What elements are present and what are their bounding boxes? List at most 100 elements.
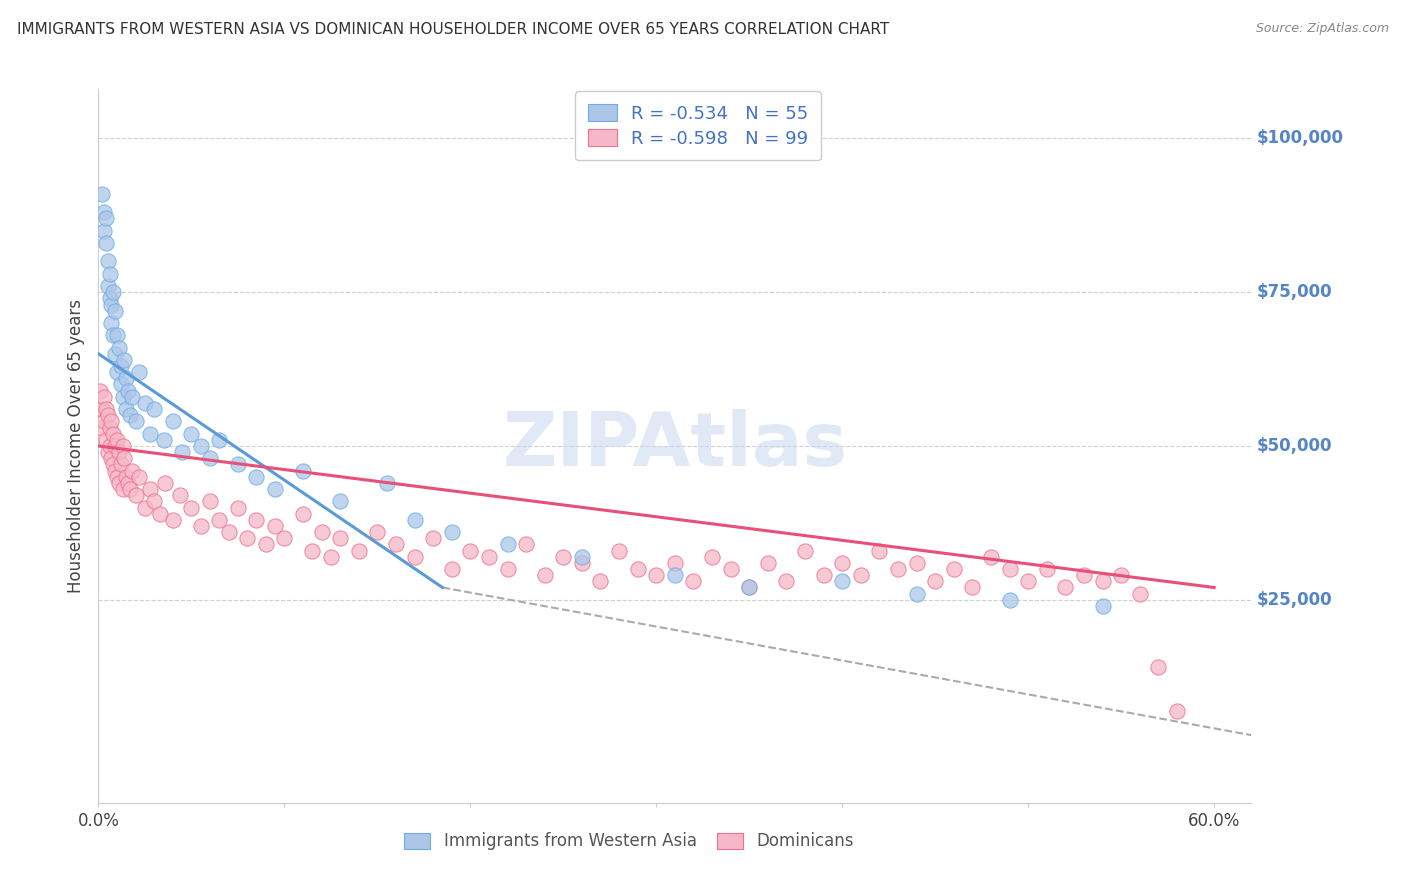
Text: $100,000: $100,000	[1257, 129, 1344, 147]
Point	[962, 581, 984, 595]
Point	[664, 568, 686, 582]
Point	[128, 365, 150, 379]
Point	[100, 316, 122, 330]
Point	[162, 414, 184, 428]
Point	[738, 581, 761, 595]
Point	[245, 469, 267, 483]
Point	[198, 451, 221, 466]
Point	[301, 543, 323, 558]
Point	[533, 568, 555, 582]
Point	[93, 224, 115, 238]
Point	[100, 297, 122, 311]
Point	[100, 451, 122, 466]
Point	[440, 525, 463, 540]
Text: $25,000: $25,000	[1257, 591, 1333, 609]
Point	[104, 439, 127, 453]
Point	[97, 254, 120, 268]
Point	[1166, 704, 1188, 718]
Point	[924, 574, 946, 589]
Point	[627, 562, 650, 576]
Point	[115, 402, 138, 417]
Point	[311, 525, 333, 540]
Point	[831, 556, 853, 570]
Point	[385, 537, 408, 551]
Point	[775, 574, 797, 589]
Text: Source: ZipAtlas.com: Source: ZipAtlas.com	[1256, 22, 1389, 36]
Point	[720, 562, 742, 576]
Point	[89, 384, 111, 398]
Point	[682, 574, 704, 589]
Y-axis label: Householder Income Over 65 years: Householder Income Over 65 years	[67, 299, 86, 593]
Text: $75,000: $75,000	[1257, 283, 1333, 301]
Point	[103, 285, 125, 300]
Point	[115, 371, 138, 385]
Point	[98, 420, 121, 434]
Point	[264, 482, 287, 496]
Point	[118, 409, 141, 423]
Point	[607, 543, 630, 558]
Point	[149, 507, 172, 521]
Point	[111, 390, 134, 404]
Point	[738, 581, 761, 595]
Point	[114, 352, 136, 367]
Point	[180, 500, 202, 515]
Point	[98, 291, 121, 305]
Point	[440, 562, 463, 576]
Point	[94, 235, 117, 250]
Point	[404, 513, 426, 527]
Point	[93, 205, 115, 219]
Point	[97, 409, 120, 423]
Point	[794, 543, 817, 558]
Point	[97, 445, 120, 459]
Point	[831, 574, 853, 589]
Point	[887, 562, 910, 576]
Point	[645, 568, 668, 582]
Point	[114, 451, 136, 466]
Point	[236, 531, 259, 545]
Point	[208, 513, 231, 527]
Legend: Immigrants from Western Asia, Dominicans: Immigrants from Western Asia, Dominicans	[395, 824, 862, 859]
Point	[756, 556, 779, 570]
Point	[422, 531, 444, 545]
Point	[226, 500, 249, 515]
Point	[291, 464, 314, 478]
Point	[245, 513, 267, 527]
Point	[97, 279, 120, 293]
Point	[118, 482, 141, 496]
Point	[1147, 660, 1170, 674]
Point	[366, 525, 388, 540]
Point	[849, 568, 872, 582]
Point	[905, 556, 928, 570]
Point	[254, 537, 277, 551]
Point	[94, 402, 117, 417]
Point	[111, 439, 134, 453]
Point	[155, 475, 177, 490]
Point	[190, 519, 212, 533]
Point	[496, 537, 519, 551]
Point	[94, 433, 117, 447]
Point	[91, 402, 114, 417]
Point	[291, 507, 314, 521]
Point	[143, 494, 166, 508]
Text: $50,000: $50,000	[1257, 437, 1333, 455]
Point	[942, 562, 965, 576]
Point	[134, 500, 156, 515]
Point	[1109, 568, 1132, 582]
Point	[110, 377, 132, 392]
Point	[169, 488, 191, 502]
Point	[105, 433, 128, 447]
Point	[103, 426, 125, 441]
Point	[1017, 574, 1039, 589]
Point	[115, 469, 138, 483]
Point	[1054, 581, 1077, 595]
Point	[94, 211, 117, 226]
Point	[108, 475, 131, 490]
Point	[180, 426, 202, 441]
Point	[868, 543, 890, 558]
Point	[478, 549, 501, 564]
Point	[91, 186, 114, 201]
Point	[571, 549, 593, 564]
Point	[404, 549, 426, 564]
Point	[124, 414, 146, 428]
Point	[91, 420, 114, 434]
